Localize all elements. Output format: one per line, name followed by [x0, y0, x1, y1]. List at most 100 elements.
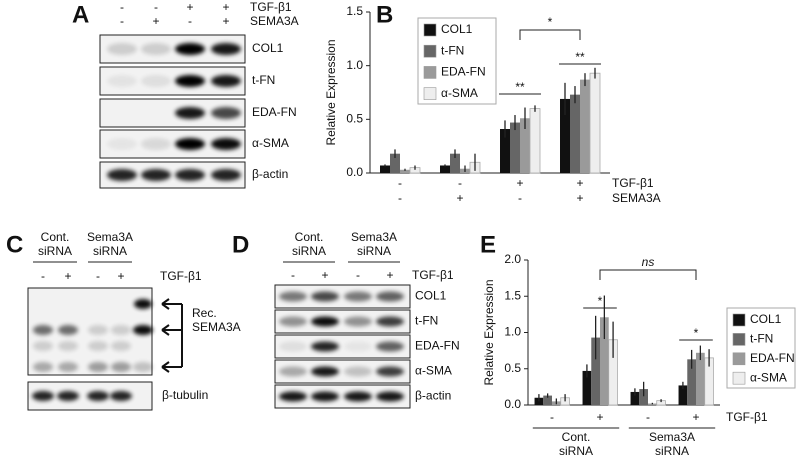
group-label: Cont.	[562, 430, 591, 444]
significance-label: *	[598, 294, 603, 308]
loading-label: β-tubulin	[162, 388, 208, 402]
bar	[500, 128, 510, 173]
significance-label: *	[694, 326, 699, 340]
band-label: β-actin	[252, 167, 288, 181]
significance-label: **	[575, 50, 585, 64]
band	[279, 366, 307, 377]
group-label: Sema3A	[87, 230, 133, 244]
band	[32, 391, 54, 401]
category-sign: -	[398, 191, 402, 205]
condition-label: SEMA3A	[250, 14, 299, 28]
band-label: COL1	[252, 41, 284, 55]
category-sign: -	[550, 410, 554, 424]
legend-swatch	[732, 333, 746, 346]
band	[344, 316, 372, 327]
significance-label: ns	[642, 255, 655, 269]
band	[141, 138, 171, 150]
category-sign: -	[646, 410, 650, 424]
significance-bracket	[519, 29, 581, 40]
band	[376, 291, 404, 302]
bar	[580, 79, 590, 173]
legend-label: EDA-FN	[441, 65, 486, 79]
legend-label: EDA-FN	[750, 351, 795, 365]
band	[111, 325, 131, 335]
band	[58, 341, 78, 351]
panel-letter: E	[480, 231, 496, 258]
band	[311, 391, 339, 402]
band-label: β-actin	[415, 389, 451, 403]
sign: -	[96, 269, 100, 283]
bar	[400, 169, 410, 173]
category-sign: +	[596, 410, 603, 424]
bar	[630, 391, 640, 405]
band	[111, 341, 131, 351]
bar	[529, 108, 541, 174]
panel-letter: B	[376, 1, 393, 28]
bar	[450, 153, 460, 173]
band	[141, 43, 171, 55]
legend-label: α-SMA	[441, 86, 478, 100]
arrow-head	[161, 298, 170, 310]
band	[279, 291, 307, 302]
band	[107, 75, 137, 87]
band	[133, 362, 153, 372]
bar	[380, 165, 390, 173]
condition-sign: +	[152, 14, 159, 28]
condition-sign: -	[120, 0, 124, 14]
treatment-label: TGF-β1	[412, 268, 454, 282]
group-label: Sema3A	[351, 230, 397, 244]
significance-bracket	[599, 269, 697, 280]
category-sign: +	[456, 191, 463, 205]
bar	[560, 98, 570, 173]
y-tick-label: 0.0	[346, 165, 363, 179]
legend-swatch	[423, 23, 437, 37]
bar	[570, 94, 580, 173]
band	[311, 366, 339, 377]
blot-frame	[274, 384, 411, 409]
band	[211, 169, 241, 181]
band-label: α-SMA	[415, 364, 452, 378]
category-sign: +	[516, 176, 523, 190]
y-axis-label: Relative Expression	[324, 39, 338, 145]
band	[211, 107, 241, 119]
bar	[639, 389, 648, 405]
condition-sign: +	[186, 0, 193, 14]
band	[107, 169, 137, 181]
bar	[510, 122, 520, 173]
band	[107, 43, 137, 55]
category-row-label: TGF-β1	[612, 176, 654, 190]
band	[311, 341, 339, 352]
band-label: COL1	[415, 289, 447, 303]
arrow-head	[161, 361, 170, 373]
category-sign: -	[458, 176, 462, 190]
legend-label: COL1	[750, 312, 782, 326]
band	[33, 341, 53, 351]
band	[211, 75, 241, 87]
band	[376, 316, 404, 327]
group-label: siRNA	[655, 444, 689, 456]
band	[311, 291, 339, 302]
significance-label: **	[515, 80, 525, 94]
band	[107, 138, 137, 150]
band-label: α-SMA	[252, 136, 289, 150]
sign: +	[321, 268, 328, 282]
legend-swatch	[732, 352, 746, 366]
category-sign: -	[518, 191, 522, 205]
blot-frame	[274, 284, 411, 309]
band	[344, 366, 372, 377]
blot-frame	[274, 334, 411, 359]
band-label: t-FN	[415, 314, 438, 328]
band	[279, 391, 307, 402]
band	[175, 43, 205, 55]
y-tick-label: 0.5	[504, 361, 521, 375]
condition-sign: -	[188, 14, 192, 28]
bar	[543, 395, 552, 405]
band	[376, 366, 404, 377]
sign: -	[291, 268, 295, 282]
category-row-label: SEMA3A	[612, 191, 661, 205]
band	[344, 391, 372, 402]
band	[110, 391, 132, 401]
band	[111, 362, 131, 372]
band	[88, 362, 108, 372]
band-label: EDA-FN	[252, 105, 297, 119]
